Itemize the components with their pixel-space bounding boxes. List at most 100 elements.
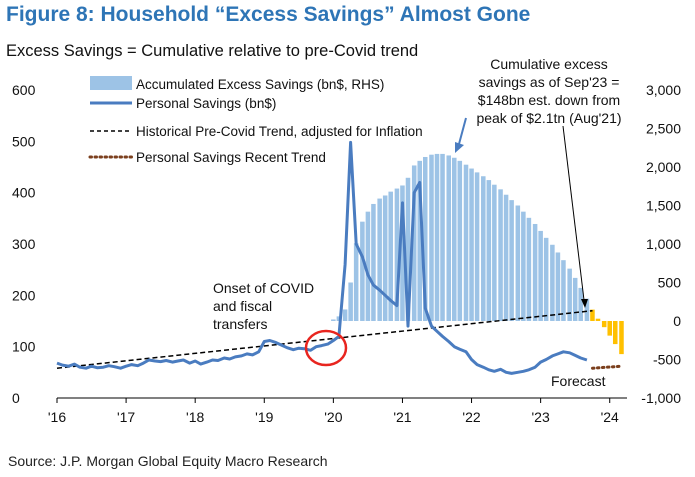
x-tick-label: '16: [48, 409, 66, 425]
trend-lines: [56, 309, 593, 369]
excess-savings-bar: [584, 298, 590, 321]
cumulative-annotation-line-3: $148bn est. down from: [478, 92, 620, 108]
excess-savings-bar: [481, 176, 486, 321]
excess-savings-bar: [492, 184, 497, 321]
left-tick-label: 500: [12, 133, 36, 149]
cumulative-annotation-line-4: peak of $2.1tn (Aug'21): [476, 110, 621, 126]
excess-savings-bar: [578, 287, 583, 321]
pre-covid-trend-line: [56, 309, 593, 369]
excess-savings-bar: [515, 205, 521, 321]
right-tick-label: -1,000: [641, 390, 681, 406]
personal-savings-line: [56, 140, 588, 375]
x-tick-label: '21: [393, 409, 411, 425]
legend-label-trend: Historical Pre-Covid Trend, adjusted for…: [136, 124, 423, 139]
excess-savings-bar: [521, 211, 526, 321]
covid-annotation-line-2: and fiscal: [213, 298, 272, 314]
right-tick-label: 2,500: [646, 121, 681, 137]
excess-savings-bar: [561, 260, 566, 321]
x-tick-label: '24: [601, 409, 619, 425]
excess-savings-bar: [342, 309, 348, 321]
excess-savings-bar: [429, 154, 434, 321]
covid-annotation-line-3: transfers: [213, 316, 267, 332]
excess-savings-bar: [377, 198, 382, 321]
sep23-annotation-arrow: [562, 125, 585, 301]
sep23-annotation-arrowhead: [581, 299, 588, 308]
legend-label-personal: Personal Savings (bn$): [136, 96, 276, 111]
legend: Accumulated Excess Savings (bn$, RHS) Pe…: [88, 76, 423, 165]
excess-savings-bar: [538, 230, 543, 321]
x-tick-label: '22: [462, 409, 480, 425]
cumulative-annotation-arrowhead: [455, 142, 464, 153]
left-tick-label: 300: [12, 236, 36, 252]
x-tick-label: '17: [117, 409, 135, 425]
excess-savings-bar: [550, 244, 555, 321]
x-tick-label: '23: [532, 409, 550, 425]
left-tick-label: 200: [12, 287, 36, 303]
cumulative-annotation-line-1: Cumulative excess: [490, 56, 608, 72]
figure-source: Source: J.P. Morgan Global Equity Macro …: [8, 453, 328, 469]
right-tick-label: 3,000: [646, 82, 681, 98]
forecast-bar: [595, 318, 601, 321]
left-tick-label: 400: [12, 185, 36, 201]
excess-savings-bar: [555, 252, 561, 321]
right-tick-label: 0: [673, 313, 681, 329]
legend-label-excess: Accumulated Excess Savings (bn$, RHS): [136, 77, 384, 92]
excess-savings-bar: [400, 185, 405, 321]
excess-savings-bar: [388, 191, 393, 321]
personal-savings-lines: [56, 140, 623, 375]
axes: '16 '17 '18 '19 '20 '21 '22 '23 '24 0 100 200 300 400…: [12, 82, 681, 425]
excess-savings-bar: [452, 157, 457, 321]
forecast-bar: [601, 321, 607, 328]
excess-savings-bar: [498, 189, 503, 321]
excess-savings-bar: [365, 211, 371, 321]
right-tick-label: 1,500: [646, 198, 681, 214]
forecast-bar: [619, 321, 624, 355]
forecast-bar: [590, 309, 595, 321]
excess-savings-bar: [503, 194, 509, 321]
excess-savings-bar: [526, 217, 532, 321]
forecast-bar: [612, 321, 618, 345]
right-tick-label: 1,000: [646, 236, 681, 252]
excess-savings-bar: [509, 200, 514, 321]
covid-onset-circle: [304, 329, 348, 367]
left-tick-label: 100: [12, 339, 36, 355]
right-tick-label: 2,000: [646, 159, 681, 175]
excess-savings-bar: [474, 172, 480, 321]
covid-annotation: Onset of COVID and fiscal transfers: [213, 280, 348, 367]
excess-savings-bar: [463, 164, 469, 321]
cumulative-annotation-line-2: savings as of Sep'23 =: [479, 74, 620, 90]
cumulative-annotation-arrow: [458, 117, 467, 145]
excess-savings-bar: [394, 188, 400, 321]
excess-savings-bar: [360, 221, 365, 321]
excess-savings-bar: [405, 177, 411, 321]
excess-savings-bar: [348, 282, 353, 321]
excess-savings-bar: [371, 203, 376, 321]
cumulative-annotation: Cumulative excess savings as of Sep'23 =…: [455, 56, 622, 308]
excess-savings-bar: [353, 243, 359, 321]
legend-label-recent: Personal Savings Recent Trend: [136, 150, 326, 165]
excess-savings-bar: [446, 155, 452, 321]
excess-savings-bar: [572, 277, 578, 321]
excess-savings-bar: [434, 153, 440, 321]
excess-savings-bar: [567, 268, 572, 321]
left-tick-label: 600: [12, 82, 36, 98]
x-tick-label: '20: [324, 409, 342, 425]
excess-savings-bar: [417, 160, 422, 321]
left-tick-label: 0: [12, 390, 20, 406]
forecast-bar: [607, 321, 612, 336]
right-tick-label: -500: [653, 352, 681, 368]
excess-savings-bar: [469, 168, 474, 321]
excess-savings-bar: [331, 319, 336, 321]
excess-savings-bar: [543, 237, 549, 321]
figure-title: Figure 8: Household “Excess Savings” Alm…: [6, 3, 531, 26]
forecast-label: Forecast: [551, 373, 606, 389]
right-tick-label: 500: [658, 275, 682, 291]
excess-savings-bar: [336, 316, 342, 321]
covid-annotation-line-1: Onset of COVID: [213, 280, 314, 296]
legend-swatch-excess: [90, 76, 132, 90]
excess-savings-bar: [422, 156, 428, 321]
excess-savings-bar: [486, 180, 492, 321]
figure-subtitle: Excess Savings = Cumulative relative to …: [6, 42, 419, 60]
x-tick-label: '18: [186, 409, 204, 425]
excess-savings-bar: [457, 160, 463, 321]
